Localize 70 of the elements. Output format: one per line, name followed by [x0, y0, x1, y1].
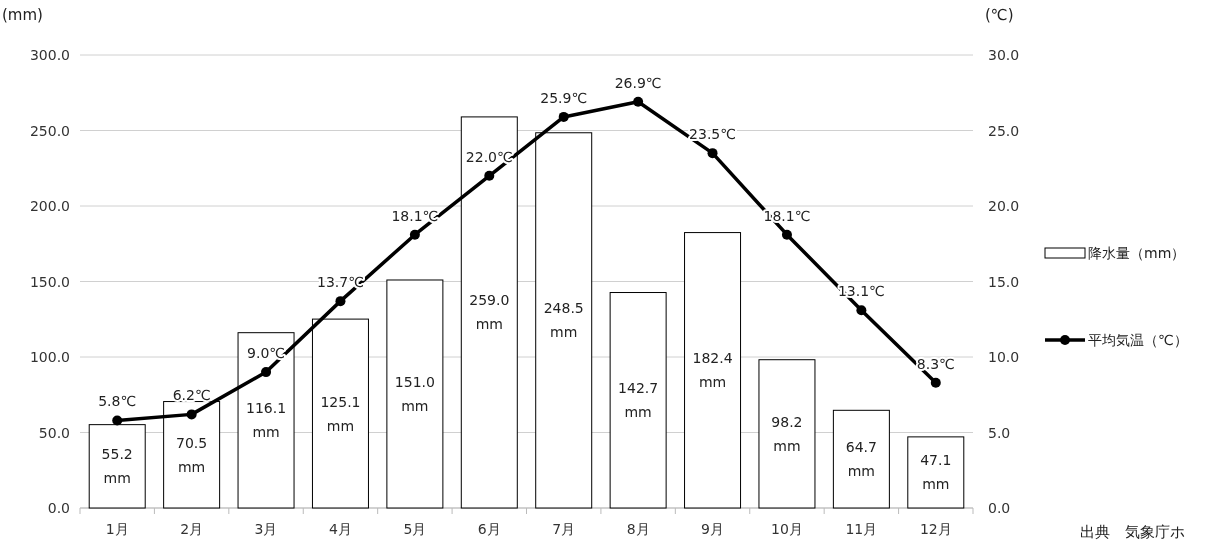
data-label: 248.5 mm: [543, 300, 584, 341]
data-label: 23.5℃: [689, 126, 736, 143]
point: [409, 229, 420, 240]
y-tick-label: 200.0: [29, 198, 70, 214]
data-label: 47.1 mm: [920, 452, 952, 493]
x-tick-label: 12月: [919, 521, 952, 537]
data-label: 125.1 mm: [320, 393, 361, 434]
bar: [758, 359, 816, 509]
data-label: 8.3℃: [916, 355, 955, 372]
data-label: 151.0 mm: [394, 373, 435, 414]
legend-label: 平均気温（℃）: [1088, 332, 1188, 348]
data-label: 259.0 mm: [469, 292, 510, 333]
data-label: 6.2℃: [172, 387, 211, 404]
point: [112, 415, 123, 426]
y-axis-title: (mm): [2, 6, 43, 24]
point: [856, 305, 867, 316]
x-tick-label: 1月: [105, 521, 129, 537]
bar: [386, 279, 444, 509]
point: [261, 367, 272, 378]
data-label: 18.1℃: [391, 207, 439, 224]
data-label: 26.9℃: [614, 74, 662, 91]
source-note: 出典 気象庁ホ: [1080, 523, 1185, 541]
data-label: 55.2 mm: [101, 446, 133, 487]
y2-tick-label: 15.0: [988, 273, 1020, 290]
point: [335, 296, 346, 307]
y-tick-label: 0.0: [47, 500, 70, 516]
point: [707, 148, 718, 159]
y2-tick-label: 10.0: [988, 349, 1020, 365]
data-label: 182.4 mm: [692, 350, 733, 391]
y-tick-label: 250.0: [29, 122, 70, 139]
x-tick-label: 7月: [552, 521, 576, 537]
x-tick-label: 11月: [845, 521, 878, 537]
point: [781, 229, 792, 240]
y-tick-label: 300.0: [29, 47, 70, 63]
bar: [907, 436, 965, 509]
point: [930, 377, 941, 388]
y-tick-label: 150.0: [29, 273, 70, 290]
data-label: 5.8℃: [98, 393, 137, 410]
bar: [609, 292, 667, 509]
x-tick-label: 9月: [701, 521, 724, 537]
x-tick-label: 6月: [477, 521, 501, 537]
bar: [684, 232, 742, 509]
y2-tick-label: 25.0: [988, 122, 1020, 139]
x-tick-label: 5月: [403, 521, 427, 537]
x-tick-label: 10月: [771, 521, 803, 537]
x-tick-label: 2月: [180, 521, 204, 537]
x-tick-label: 8月: [626, 521, 650, 537]
data-label: 25.9℃: [540, 89, 588, 106]
x-tick-label: 4月: [329, 521, 352, 537]
point: [186, 409, 197, 420]
y2-tick-label: 30.0: [988, 47, 1020, 63]
bar: [832, 409, 890, 509]
y2-tick-label: 5.0: [988, 424, 1011, 441]
data-label: 116.1 mm: [245, 400, 287, 441]
y2-axis-title: (℃): [985, 6, 1014, 24]
y2-tick-label: 0.0: [988, 500, 1011, 516]
data-label: 70.5 mm: [176, 434, 208, 475]
data-label: 22.0℃: [465, 148, 513, 165]
y2-tick-label: 20.0: [988, 198, 1020, 214]
data-label: 64.7 mm: [845, 439, 877, 480]
data-label: 142.7 mm: [618, 380, 659, 421]
y-tick-label: 50.0: [38, 424, 70, 441]
data-label: 9.0℃: [247, 345, 286, 362]
point: [558, 111, 569, 122]
x-tick-label: 3月: [254, 521, 278, 537]
point: [484, 170, 495, 181]
data-label: 98.2 mm: [771, 413, 803, 454]
y-tick-label: 100.0: [29, 349, 70, 365]
point: [633, 96, 644, 107]
legend-label: 降水量（mm）: [1088, 245, 1186, 261]
